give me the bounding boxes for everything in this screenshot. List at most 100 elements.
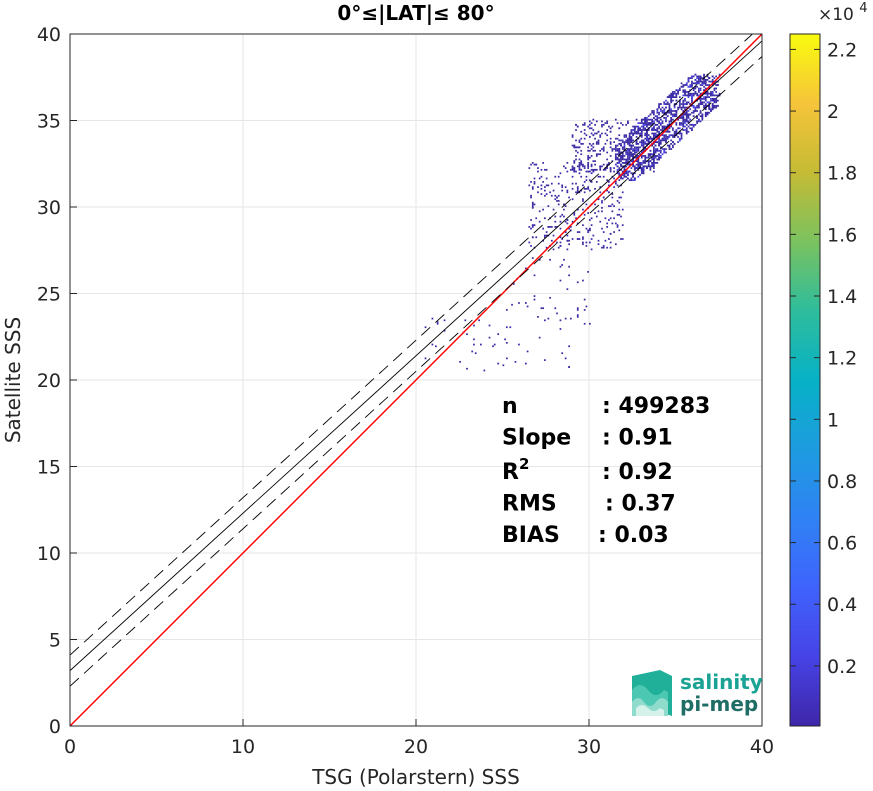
density-cell xyxy=(627,137,629,140)
density-cell xyxy=(512,283,515,285)
density-cell xyxy=(670,92,673,95)
density-cell xyxy=(666,130,669,133)
density-cell xyxy=(609,241,612,244)
density-cell xyxy=(653,132,655,135)
density-cell xyxy=(682,117,685,119)
density-cell xyxy=(646,136,648,138)
density-cell xyxy=(678,87,681,90)
density-cell xyxy=(576,309,579,311)
density-cell xyxy=(668,111,671,114)
density-cell xyxy=(680,106,683,109)
density-cell xyxy=(621,139,624,142)
density-cell xyxy=(518,343,520,346)
density-cell xyxy=(640,118,643,121)
density-cell xyxy=(554,198,557,201)
density-cell xyxy=(618,167,621,169)
colorbar-tick-label: 2 xyxy=(827,101,839,123)
density-cell xyxy=(511,303,513,306)
density-cell xyxy=(659,122,662,124)
density-cell xyxy=(682,125,685,128)
density-cell xyxy=(703,104,705,107)
density-cell xyxy=(583,129,586,131)
density-cell xyxy=(531,201,534,204)
density-cell xyxy=(653,155,655,157)
density-cell xyxy=(656,148,659,150)
density-cell xyxy=(692,104,695,107)
density-cell xyxy=(682,106,685,109)
density-cell xyxy=(691,84,693,86)
density-cell xyxy=(637,129,640,131)
density-cell xyxy=(640,155,643,157)
density-cell xyxy=(649,153,652,156)
density-cell xyxy=(635,118,638,121)
density-cell xyxy=(713,98,716,100)
density-cell xyxy=(661,139,664,142)
density-cell xyxy=(639,153,641,156)
stat-label: BIAS xyxy=(502,523,560,548)
density-cell xyxy=(658,130,660,133)
density-cell xyxy=(661,129,664,131)
density-cell xyxy=(640,172,643,175)
density-cell xyxy=(628,162,631,164)
density-cell xyxy=(651,144,654,147)
density-cell xyxy=(639,141,641,143)
density-cell xyxy=(616,144,619,147)
density-cell xyxy=(651,132,654,135)
density-cell xyxy=(653,127,655,130)
density-cell xyxy=(589,127,591,130)
density-cell xyxy=(665,120,667,123)
density-cell xyxy=(625,162,628,164)
y-axis-ticks: 0 5 10 15 20 25 30 35 40 xyxy=(37,24,77,738)
density-cell xyxy=(713,106,716,109)
density-cell xyxy=(658,122,660,124)
density-cell xyxy=(642,139,645,142)
density-cell xyxy=(627,139,629,142)
x-tick-label: 40 xyxy=(750,736,774,758)
density-cell xyxy=(568,239,570,242)
density-cell xyxy=(620,196,622,199)
density-cell xyxy=(672,91,674,93)
density-cell xyxy=(663,101,666,104)
density-cell xyxy=(620,139,622,142)
density-cell xyxy=(646,139,648,142)
density-cell xyxy=(649,118,652,121)
density-cell xyxy=(618,172,621,175)
density-cell xyxy=(713,101,716,104)
density-cell xyxy=(653,134,655,137)
density-cell xyxy=(627,163,629,166)
density-cell xyxy=(644,148,647,150)
density-cell xyxy=(621,146,624,149)
density-cell xyxy=(665,130,667,133)
density-cell xyxy=(659,151,662,154)
density-cell xyxy=(590,155,593,157)
density-cell xyxy=(623,141,626,143)
density-cell xyxy=(661,127,664,130)
density-cell xyxy=(673,91,676,93)
density-cell xyxy=(637,165,640,168)
density-cell xyxy=(594,137,596,140)
density-cell xyxy=(576,151,579,154)
density-cell xyxy=(557,175,560,178)
density-cell xyxy=(680,85,683,88)
stat-label: n xyxy=(502,394,518,419)
density-cell xyxy=(628,170,631,173)
density-cell xyxy=(673,110,676,112)
density-cell xyxy=(547,184,550,187)
density-cell xyxy=(656,127,659,130)
density-cell xyxy=(668,136,671,138)
density-cell xyxy=(608,162,610,164)
density-cell xyxy=(573,160,576,163)
density-cell xyxy=(711,94,714,97)
density-cell xyxy=(632,163,634,166)
density-cell xyxy=(653,158,655,161)
density-cell xyxy=(601,207,603,209)
density-cell xyxy=(623,158,626,161)
density-cell xyxy=(715,99,718,102)
density-cell xyxy=(687,85,690,88)
density-cell xyxy=(621,191,624,194)
density-cell xyxy=(554,194,557,197)
density-cell xyxy=(640,167,643,169)
colorbar-multiplier-base: ×10 xyxy=(818,5,854,25)
density-cell xyxy=(627,141,629,143)
density-cell xyxy=(673,96,676,99)
